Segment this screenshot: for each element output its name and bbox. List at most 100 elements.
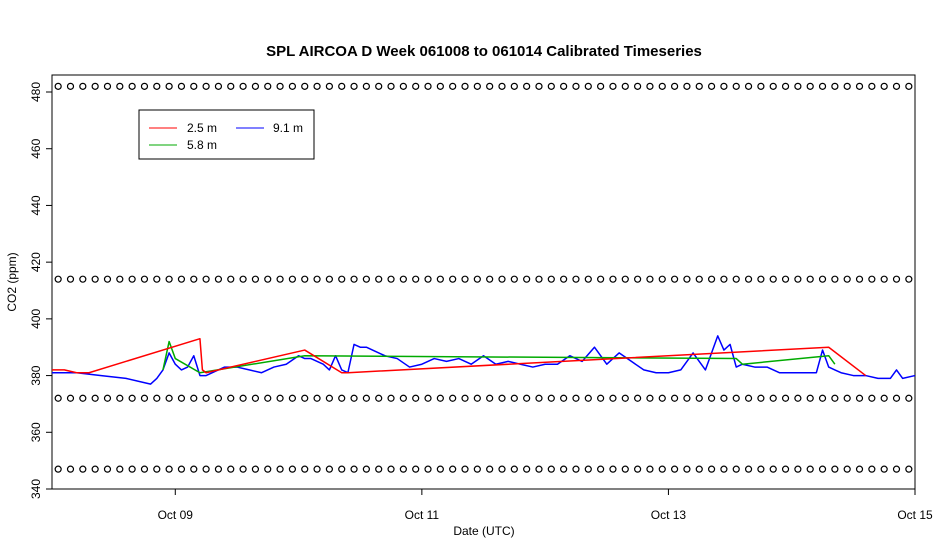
marker-point [375, 465, 383, 473]
marker-point [732, 394, 740, 402]
marker-point [436, 465, 444, 473]
x-tick-label: Oct 15 [897, 508, 933, 522]
marker-point [128, 465, 136, 473]
marker-point [399, 82, 407, 90]
marker-point [757, 465, 765, 473]
marker-point [128, 394, 136, 402]
marker-point [498, 82, 506, 90]
marker-point [794, 82, 802, 90]
marker-point [831, 275, 839, 283]
marker-point [116, 465, 124, 473]
marker-point [806, 275, 814, 283]
marker-point [880, 82, 888, 90]
legend-label-2-5m: 2.5 m [187, 121, 217, 135]
marker-point [301, 82, 309, 90]
marker-point [461, 394, 469, 402]
marker-point [251, 465, 260, 473]
marker-point [794, 465, 802, 473]
x-tick-label: Oct 11 [405, 508, 440, 522]
marker-point [707, 275, 716, 283]
marker-point [609, 275, 617, 283]
marker-point [597, 465, 605, 473]
marker-point [313, 394, 321, 402]
marker-point [609, 394, 617, 402]
marker-point [572, 465, 580, 473]
marker-point [239, 275, 247, 283]
marker-point [424, 394, 432, 402]
marker-point [325, 394, 333, 402]
marker-point [732, 465, 740, 473]
marker-point [720, 275, 728, 283]
marker-point [646, 394, 654, 402]
marker-point [350, 275, 358, 283]
marker-point [658, 275, 666, 283]
marker-point [646, 465, 654, 473]
marker-point [880, 275, 888, 283]
legend-box [138, 109, 315, 160]
marker-point [473, 465, 481, 473]
marker-point [634, 465, 642, 473]
marker-point [486, 275, 494, 283]
marker-point [572, 82, 580, 90]
marker-point [140, 394, 149, 402]
marker-point [584, 394, 592, 402]
marker-point [54, 82, 62, 90]
marker-point [239, 82, 247, 90]
marker-point [486, 394, 494, 402]
marker-point [855, 394, 864, 402]
marker-point [547, 82, 555, 90]
marker-point [707, 82, 716, 90]
marker-point [584, 465, 592, 473]
marker-point [523, 82, 531, 90]
marker-point [276, 465, 284, 473]
marker-point [338, 275, 346, 283]
marker-point [202, 82, 210, 90]
marker-point [116, 275, 124, 283]
marker-point [769, 82, 777, 90]
marker-point [868, 82, 876, 90]
marker-point [116, 82, 124, 90]
marker-point [560, 394, 568, 402]
y-tick-label: 440 [29, 195, 43, 215]
marker-point [560, 82, 568, 90]
chart-title: SPL AIRCOA D Week 061008 to 061014 Calib… [266, 43, 702, 60]
marker-point [683, 394, 691, 402]
marker-point [424, 465, 432, 473]
marker-point [621, 82, 629, 90]
marker-point [683, 465, 691, 473]
series-line-2-5-m [52, 337, 867, 377]
marker-point [436, 394, 444, 402]
marker-point [855, 275, 864, 283]
marker-point [744, 394, 753, 402]
marker-point [387, 82, 395, 90]
marker-point [387, 394, 395, 402]
marker-point [165, 275, 173, 283]
marker-point [424, 275, 432, 283]
marker-point [670, 465, 679, 473]
marker-point [276, 394, 284, 402]
series-line-9-1-m [52, 335, 916, 385]
marker-point [251, 394, 260, 402]
marker-point [79, 465, 87, 473]
marker-point [461, 465, 469, 473]
marker-point [288, 82, 297, 90]
marker-point [597, 82, 605, 90]
marker-point [66, 82, 75, 90]
marker-point [658, 82, 666, 90]
legend-label-9-1m: 9.1 m [273, 121, 303, 135]
marker-point [855, 82, 864, 90]
marker-point [695, 275, 703, 283]
marker-point [153, 394, 161, 402]
marker-point [843, 82, 851, 90]
marker-point [584, 275, 592, 283]
marker-point [818, 465, 827, 473]
y-tick-label: 360 [29, 422, 43, 442]
y-axis: 340 360 380 400 420 440 460 480 [29, 82, 52, 499]
marker-point [535, 82, 543, 90]
marker-point [905, 394, 913, 402]
marker-point [202, 465, 210, 473]
marker-point [436, 82, 444, 90]
marker-point [658, 465, 666, 473]
marker-point [103, 275, 112, 283]
marker-point [769, 275, 777, 283]
